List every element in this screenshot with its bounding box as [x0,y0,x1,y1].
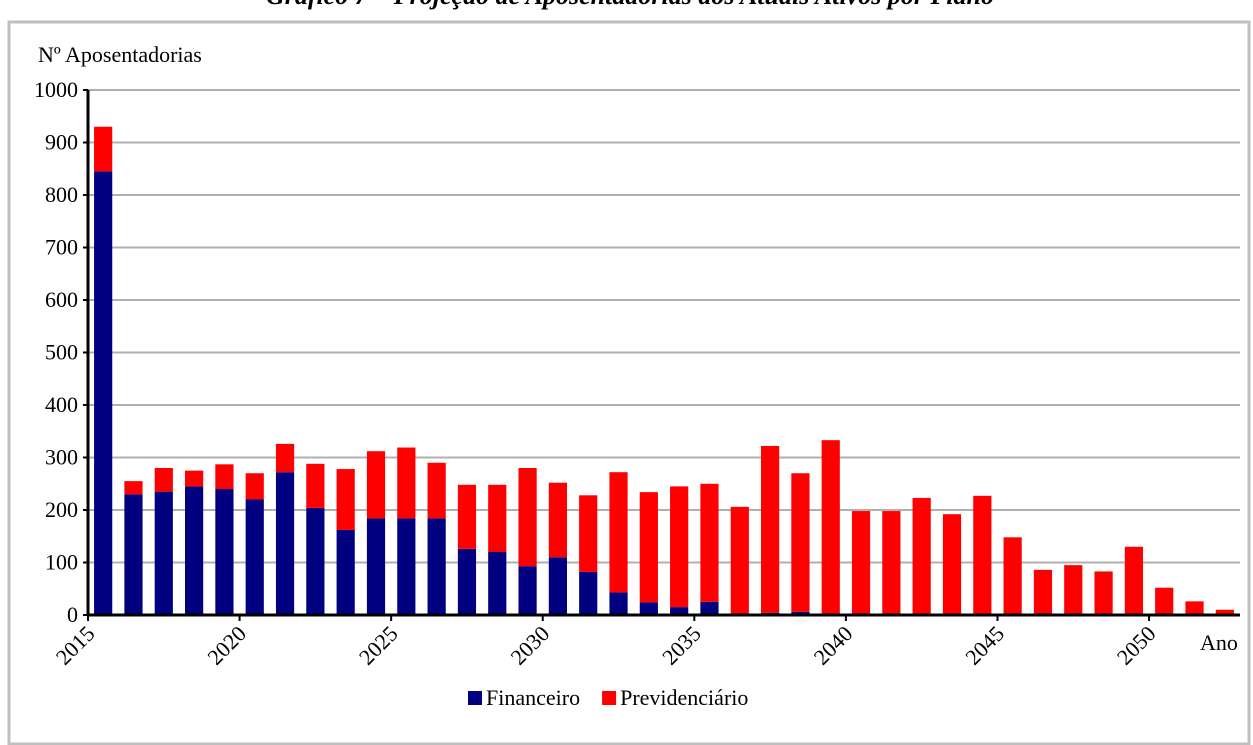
bar-segment [1033,569,1053,615]
bar-segment [306,463,325,508]
y-tick-label: 900 [45,130,78,155]
bar-segment [275,472,295,615]
bar-segment [336,469,355,530]
legend-swatch [602,691,617,705]
y-tick-label: 400 [45,392,78,417]
bar-segment [154,468,173,492]
y-tick-label: 500 [45,340,78,365]
bar-segment [609,472,628,593]
y-tick-label: 1000 [34,77,78,102]
bar-segment [154,491,173,615]
bar-segment [185,470,204,487]
bar-segment [942,514,962,615]
legend-label: Financeiro [486,685,580,710]
bar-segment [427,518,446,615]
bar-segment [700,601,719,615]
bar-segment [94,171,113,615]
bar-segment [548,482,567,558]
bar-segment [579,495,598,572]
bar-segment [518,566,537,615]
y-tick-label: 100 [45,550,78,575]
legend-label: Previdenciário [620,685,748,710]
bar-segment [1003,537,1022,615]
bar-segment [851,511,871,615]
bar-segment [366,451,386,519]
bar-segment [518,468,537,567]
bar-segment [124,494,143,615]
bar-segment [306,507,325,615]
y-tick-label: 700 [45,235,78,260]
bar-segment [488,552,507,615]
legend-swatch [468,691,482,705]
x-axis-label: Ano [1200,630,1238,655]
bar-segment [397,518,416,615]
bar-segment [215,464,234,489]
bar-segment [94,126,113,172]
bar-segment [791,611,810,615]
y-tick-label: 300 [45,445,78,470]
y-tick-label: 0 [67,602,78,627]
bar-segment [821,440,840,615]
y-tick-label: 600 [45,287,78,312]
bar-segment [1094,571,1113,615]
bar-segment [639,492,658,603]
bar-segment [548,557,567,615]
bar-segment [215,489,234,615]
bar-segment [275,443,295,473]
bar-segment [761,445,780,613]
chart-title: Gráfico 7 – Projeção de Aposentadorias d… [266,0,994,10]
bar-segment [670,486,689,608]
bar-segment [185,486,204,615]
bar-segment [639,602,658,615]
y-axis-label: Nº Aposentadorias [38,42,202,67]
bar-segment [1185,601,1204,615]
bar-segment [1155,587,1174,615]
bar-segment [245,473,264,500]
chart-frame [7,20,1251,745]
y-tick-label: 200 [45,497,78,522]
bar-segment [457,548,477,615]
bar-segment [124,481,143,495]
bar-segment [730,506,749,614]
bar-segment [1215,609,1234,615]
bar-segment [245,499,264,615]
bar-segment [579,571,598,615]
bar-segment [366,518,386,615]
bar-segment [670,607,689,615]
bar-segment [488,484,507,552]
bar-segment [427,462,446,519]
bar-segment [1124,546,1143,615]
bar-segment [397,447,416,519]
bar-segment [1064,565,1083,615]
bar-segment [882,511,901,615]
bar-segment [336,529,355,615]
bar-segment [457,484,477,549]
bar-segment [700,483,719,602]
bar-segment [973,495,992,615]
bar-segment [791,473,810,612]
bar-segment [912,497,931,615]
y-tick-label: 800 [45,182,78,207]
bar-segment [609,592,628,615]
